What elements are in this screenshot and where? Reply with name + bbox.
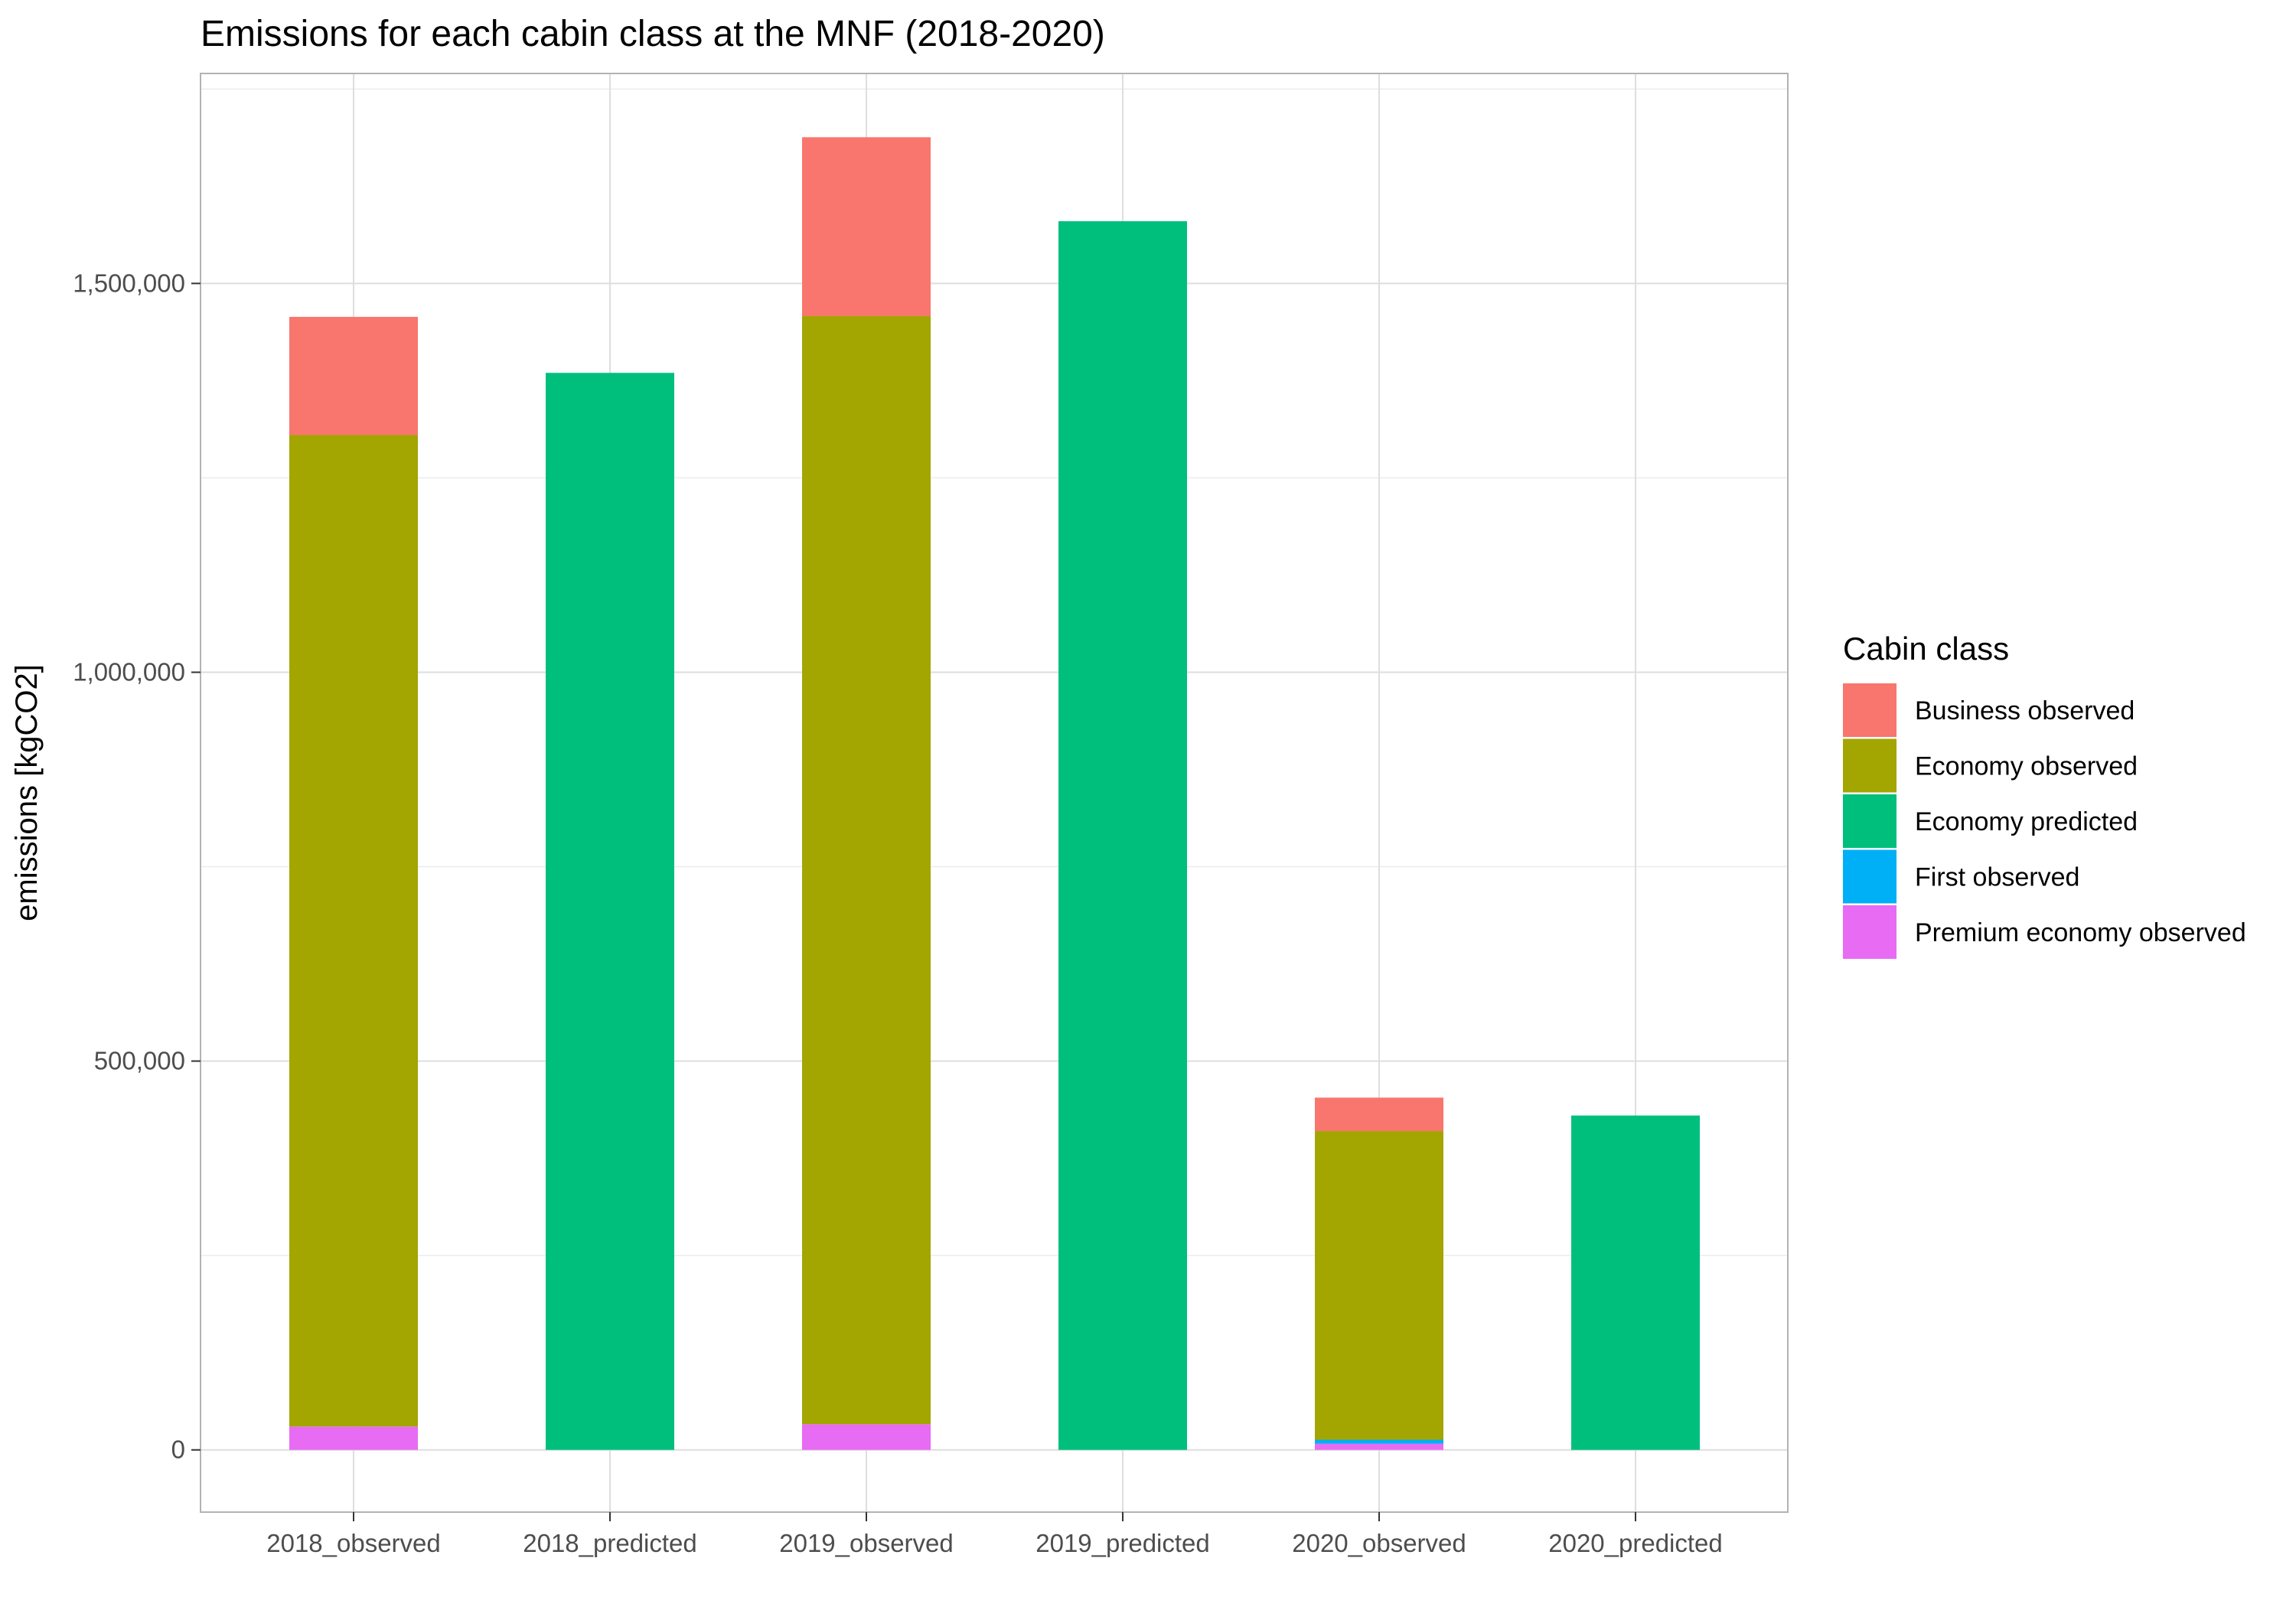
bars (289, 137, 1700, 1450)
y-tick-label: 500,000 (94, 1047, 185, 1075)
legend-title: Cabin class (1843, 631, 2009, 667)
x-tick-label: 2020_predicted (1548, 1529, 1723, 1557)
plot-border (200, 73, 1789, 1513)
bar-segment (546, 373, 674, 1450)
bar-segment (1315, 1097, 1443, 1132)
legend-swatch (1843, 849, 1896, 904)
bar-segment (1315, 1439, 1443, 1444)
legend-label: First observed (1915, 863, 2079, 892)
legend-label: Premium economy observed (1915, 918, 2246, 947)
x-tick-label: 2020_observed (1292, 1529, 1466, 1557)
bar-segment (289, 1426, 418, 1450)
legend-swatch (1843, 794, 1896, 848)
bar-segment (802, 316, 931, 1425)
legend-swatch (1843, 738, 1896, 793)
bar-segment (802, 1424, 931, 1450)
x-tick-label: 2018_observed (266, 1529, 441, 1557)
legend-label: Economy predicted (1915, 807, 2138, 836)
legend-label: Economy observed (1915, 752, 2138, 781)
x-tick-label: 2018_predicted (523, 1529, 697, 1557)
bar-segment (289, 435, 418, 1427)
y-axis-ticks: 0 500,000 1,000,000 1,500,000 (73, 269, 201, 1464)
x-tick-label: 2019_observed (779, 1529, 954, 1557)
y-axis-label: emissions [kgCO2] (10, 664, 44, 921)
bar-segment (1571, 1115, 1700, 1450)
y-tick-label: 0 (171, 1436, 185, 1464)
bar-segment (1315, 1131, 1443, 1440)
y-tick-label: 1,500,000 (73, 269, 185, 297)
bar-segment (1058, 221, 1187, 1450)
x-axis-ticks: 2018_observed 2018_predicted 2019_observed… (266, 1512, 1723, 1557)
legend: Cabin class Business observed Economy obse… (1843, 631, 2246, 959)
legend-swatch (1843, 683, 1896, 737)
bar-segment (289, 317, 418, 435)
legend-swatch (1843, 905, 1896, 959)
legend-label: Business observed (1915, 696, 2135, 725)
bar-segment (1315, 1443, 1443, 1450)
y-tick-label: 1,000,000 (73, 657, 185, 686)
x-tick-label: 2019_predicted (1035, 1529, 1210, 1557)
grid (201, 73, 1788, 1512)
bar-segment (802, 137, 931, 317)
chart-title: Emissions for each cabin class at the MN… (201, 14, 1105, 54)
